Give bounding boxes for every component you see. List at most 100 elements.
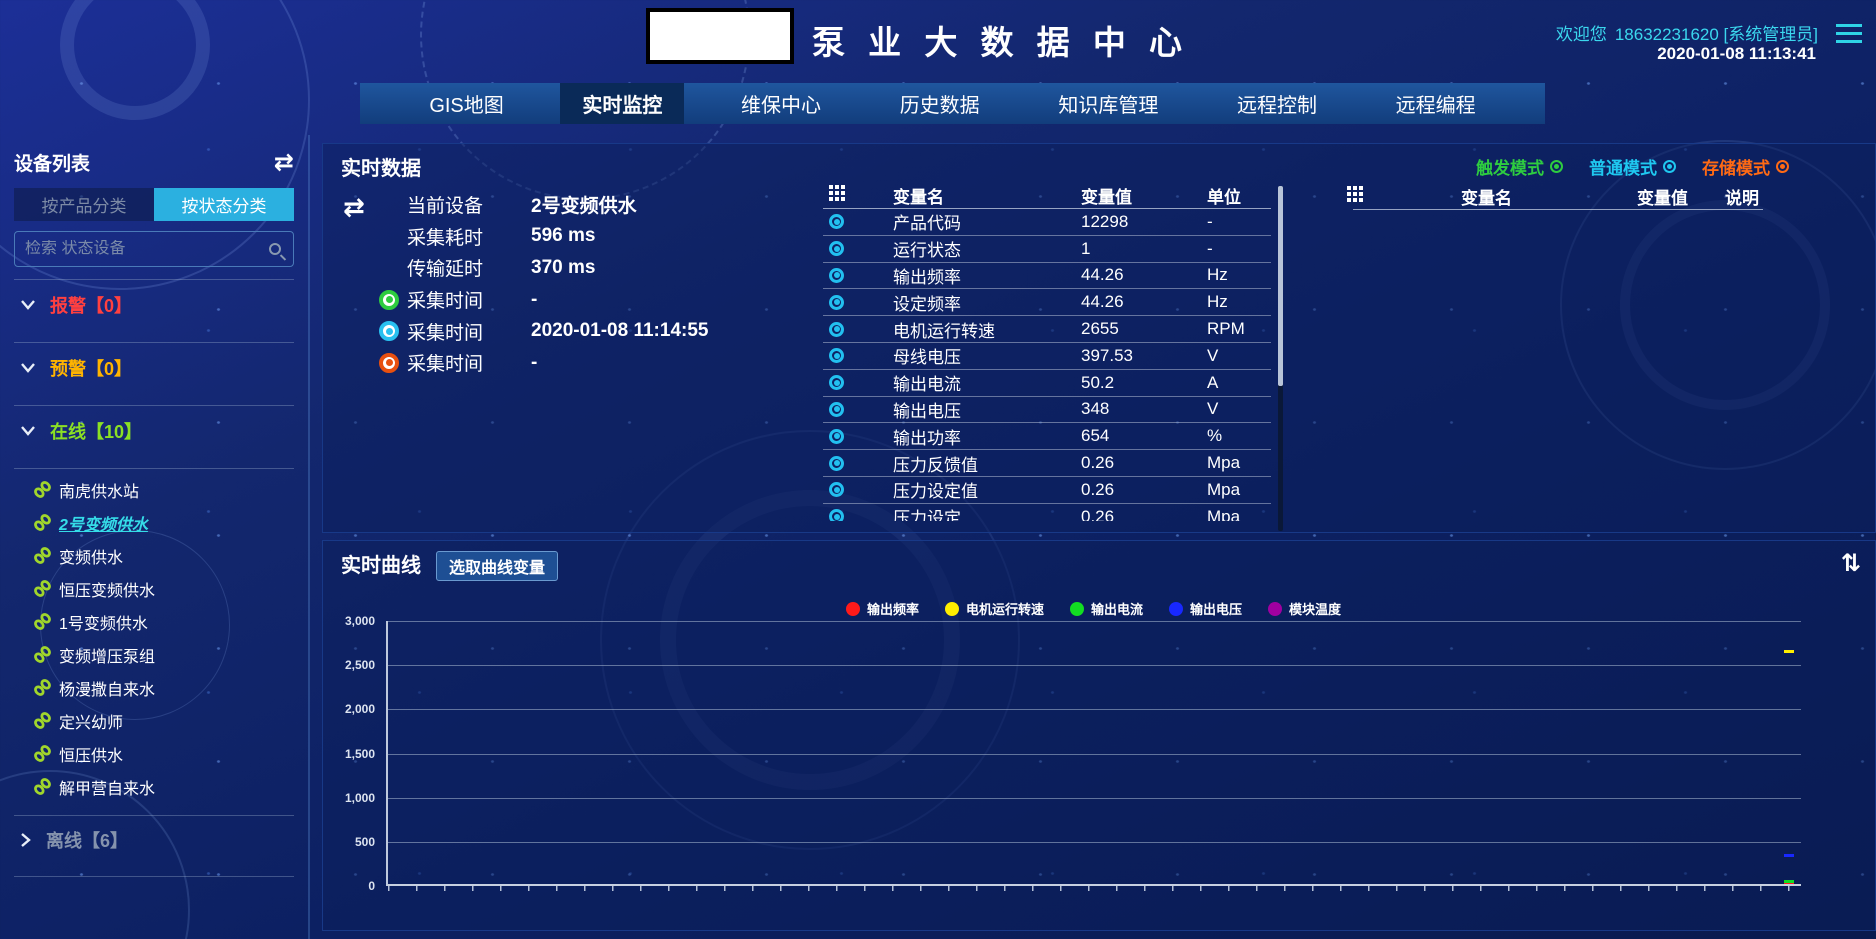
- swap-icon[interactable]: ⇄: [273, 148, 294, 176]
- table-row[interactable]: 设定频率 44.26 Hz: [823, 289, 1271, 317]
- radio-icon[interactable]: [829, 482, 844, 498]
- variable-value: 348: [1081, 399, 1110, 419]
- nav-tab[interactable]: 远程控制: [1236, 95, 1317, 117]
- variable-name: 电机运行转速: [893, 321, 995, 341]
- info-row: 采集时间 -: [379, 347, 708, 379]
- table-row[interactable]: 母线电压 397.53 V: [823, 343, 1271, 370]
- table-row[interactable]: 电机运行转速 2655 RPM: [823, 316, 1271, 343]
- device-list-item[interactable]: 定兴幼师: [34, 704, 294, 737]
- nav-tab[interactable]: 维保中心: [741, 95, 822, 117]
- table-scrollbar[interactable]: [1278, 186, 1283, 531]
- swap-icon[interactable]: ⇄: [343, 192, 365, 222]
- table-row[interactable]: 输出电压 348 V: [823, 397, 1271, 424]
- nav-tab[interactable]: 知识库管理: [1058, 95, 1159, 117]
- legend-item[interactable]: 输出电压: [1169, 599, 1242, 618]
- device-group-offline[interactable]: 离线【6】: [14, 816, 294, 864]
- table-row[interactable]: 产品代码 12298 -: [823, 209, 1271, 236]
- variable-value: 654: [1081, 426, 1110, 446]
- radio-icon[interactable]: [829, 455, 844, 471]
- mode-button[interactable]: 普通模式: [1589, 154, 1676, 179]
- device-list-item[interactable]: 2号变频供水: [34, 506, 294, 539]
- device-list-item[interactable]: 恒压供水: [34, 737, 294, 770]
- legend-item[interactable]: 输出频率: [845, 599, 919, 618]
- device-search[interactable]: [14, 231, 294, 267]
- legend-item[interactable]: 模块温度: [1268, 599, 1341, 618]
- device-list-item[interactable]: 杨漫撒自来水: [34, 671, 294, 704]
- variable-unit: -: [1207, 211, 1213, 231]
- device-list-item[interactable]: 变频增压泵组: [34, 638, 294, 671]
- legend-dot: [944, 601, 959, 616]
- legend-label: 模块温度: [1289, 602, 1342, 617]
- variable-name: 压力设定: [893, 509, 961, 521]
- device-list-item[interactable]: 1号变频供水: [34, 605, 294, 638]
- legend-dot: [1069, 601, 1084, 616]
- main-nav: GIS地图 实时监控 维保中心 历史数据 知识库管理 远程控制 远程编程: [360, 83, 1545, 124]
- radio-icon[interactable]: [829, 294, 844, 310]
- radio-icon[interactable]: [829, 375, 844, 391]
- table-row[interactable]: 输出功率 654 %: [823, 423, 1271, 451]
- radio-icon[interactable]: [829, 428, 844, 444]
- info-label: 传输延时: [407, 259, 484, 281]
- device-list-item[interactable]: 变频供水: [34, 539, 294, 572]
- radio-icon[interactable]: [829, 241, 844, 257]
- deco-ring: [60, 0, 210, 120]
- grid-icon[interactable]: [823, 185, 847, 206]
- table-row[interactable]: 压力反馈值 0.26 Mpa: [823, 450, 1271, 477]
- table-row[interactable]: 压力设定 0.26 Mpa: [823, 504, 1271, 521]
- menu-list-icon[interactable]: [1836, 24, 1862, 43]
- device-list-item[interactable]: 解甲营自来水: [34, 770, 294, 803]
- nav-tab[interactable]: 历史数据: [899, 95, 980, 117]
- radio-icon[interactable]: [829, 348, 844, 364]
- scrollbar-thumb[interactable]: [1278, 186, 1283, 386]
- radio-icon[interactable]: [829, 321, 844, 337]
- col-value: 变量值: [1637, 188, 1688, 208]
- table-row[interactable]: 运行状态 1 -: [823, 236, 1271, 263]
- table-row[interactable]: 压力设定值 0.26 Mpa: [823, 477, 1271, 504]
- device-name: 定兴幼师: [59, 714, 124, 732]
- mode-radio-icon[interactable]: [1776, 160, 1789, 173]
- mode-radio-icon[interactable]: [1550, 160, 1563, 173]
- sort-updown-icon[interactable]: ⇅: [1840, 550, 1861, 577]
- mode-label: 触发模式: [1476, 159, 1544, 178]
- tab-by-status[interactable]: 按状态分类: [154, 188, 294, 221]
- device-list-item[interactable]: 南虎供水站: [34, 473, 294, 506]
- device-list-item[interactable]: 恒压变频供水: [34, 572, 294, 605]
- y-tick-label: 2,500: [344, 658, 375, 673]
- info-row: 采集时间 -: [379, 284, 708, 316]
- group-label: 报警: [50, 296, 86, 316]
- col-unit: 单位: [1207, 188, 1241, 207]
- info-value: 370 ms: [531, 256, 596, 278]
- chart-datapoint: [1784, 880, 1794, 884]
- table-row[interactable]: 输出电流 50.2 A: [823, 370, 1271, 397]
- grid-icon[interactable]: [1341, 185, 1365, 207]
- table-row[interactable]: 输出频率 44.26 Hz: [823, 263, 1271, 290]
- device-search-input[interactable]: [25, 240, 269, 258]
- nav-tab[interactable]: GIS地图: [429, 95, 504, 117]
- chevron-down-icon: [20, 425, 36, 437]
- device-group[interactable]: 在线【10】: [14, 406, 294, 456]
- variable-name: 输出频率: [893, 267, 961, 287]
- radio-icon[interactable]: [829, 401, 844, 417]
- legend-item[interactable]: 电机运行转速: [944, 599, 1044, 618]
- device-group[interactable]: 预警【0】: [14, 343, 294, 393]
- variable-name: 产品代码: [893, 214, 961, 234]
- variable-name: 输出电压: [893, 401, 961, 421]
- variable-unit: Mpa: [1207, 479, 1241, 499]
- device-group[interactable]: 报警【0】: [14, 280, 294, 330]
- radio-icon[interactable]: [829, 214, 844, 230]
- nav-tab[interactable]: 实时监控: [560, 83, 685, 124]
- nav-tab[interactable]: 远程编程: [1395, 95, 1476, 117]
- tab-by-product[interactable]: 按产品分类: [14, 188, 154, 221]
- select-curve-variables-button[interactable]: 选取曲线变量: [436, 551, 559, 581]
- status-ring-icon: [379, 226, 399, 246]
- mode-button[interactable]: 触发模式: [1476, 154, 1563, 179]
- radio-icon[interactable]: [829, 267, 844, 283]
- gridline: [388, 797, 1801, 799]
- legend-item[interactable]: 输出电流: [1069, 599, 1143, 618]
- variable-name: 压力设定值: [893, 482, 978, 502]
- status-ring-icon: [379, 195, 399, 215]
- mode-button[interactable]: 存储模式: [1702, 154, 1789, 179]
- group-count: 【0】: [86, 296, 133, 316]
- mode-radio-icon[interactable]: [1663, 160, 1676, 173]
- radio-icon[interactable]: [829, 509, 844, 521]
